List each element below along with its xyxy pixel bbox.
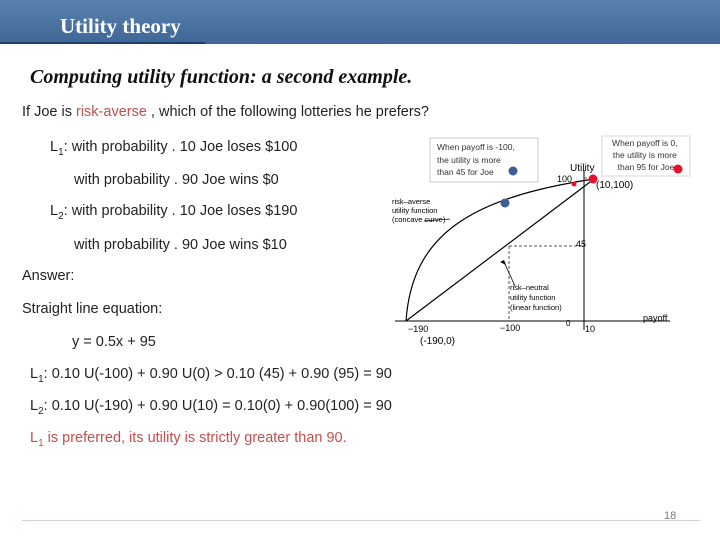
slide-title: Utility theory xyxy=(60,14,181,38)
conclusion: L1 is preferred, its utility is strictly… xyxy=(30,430,347,449)
payoff-axis-label: payoff xyxy=(643,313,668,323)
conclusion-sub: 1 xyxy=(38,437,44,449)
risk-averse-pointer xyxy=(423,218,451,222)
label-10-100: (10,100) xyxy=(596,180,633,191)
y-tick-100: 100 xyxy=(557,174,572,184)
risk-neutral-arrowhead xyxy=(500,260,506,265)
lottery-2-desc-1: : with probability . 10 Joe loses $190 xyxy=(63,203,298,219)
line-equation: y = 0.5x + 95 xyxy=(72,334,156,350)
lottery-2-label: L xyxy=(50,203,59,219)
note-left-marker xyxy=(508,166,518,176)
slide-subtitle: Computing utility function: a second exa… xyxy=(30,66,413,88)
answer-heading: Answer: xyxy=(22,268,75,284)
lottery-1-desc-1: : with probability . 10 Joe loses $100 xyxy=(63,139,298,155)
conclusion-label: L xyxy=(30,430,39,446)
utility-axis-label: Utility xyxy=(570,163,594,174)
title-bar: Utility theory xyxy=(0,0,720,44)
title-underline xyxy=(0,42,205,44)
risk-averse-curve xyxy=(405,178,595,322)
x-tick-10: 10 xyxy=(585,324,595,334)
bottom-rule xyxy=(22,520,700,521)
lottery-2-line-2: with probability . 90 Joe wins $10 xyxy=(74,237,287,253)
point-10-100 xyxy=(588,174,598,184)
lottery-2-sub: 2 xyxy=(58,210,64,222)
lottery-1-line-2: with probability . 90 Joe wins $0 xyxy=(74,172,279,188)
note-right-text: When payoff is 0, the utility is more th… xyxy=(612,138,680,172)
note-left-box xyxy=(429,137,539,183)
risk-neutral-label: risk–neutral utility function (linear fu… xyxy=(510,283,562,312)
label-minus-190-0: (-190,0) xyxy=(420,336,455,347)
note-left-text: When payoff is -100, the utility is more… xyxy=(437,142,517,177)
question-suffix: , which of the following lotteries he pr… xyxy=(146,104,429,120)
risk-averse-label: risk–averse utility function (concave cu… xyxy=(392,197,446,224)
lottery-1-sub: 1 xyxy=(58,146,64,158)
l1-calc-expr: : 0.10 U(-100) + 0.90 U(0) > 0.10 (45) +… xyxy=(43,366,392,382)
l2-calc-label: L xyxy=(30,398,39,414)
question-prefix: If Joe is xyxy=(22,104,76,120)
x-tick-minus-100: −100 xyxy=(500,323,520,333)
x-tick-minus-190: −190 xyxy=(408,324,428,334)
lottery-1-label: L xyxy=(50,139,59,155)
l2-calc-sub: 2 xyxy=(38,405,44,417)
risk-neutral-pointer xyxy=(503,261,516,287)
l2-calc-expr: : 0.10 U(-190) + 0.90 U(10) = 0.10(0) + … xyxy=(43,398,392,414)
point-0-curve xyxy=(571,181,577,187)
lottery-1-line-1: L1: with probability . 10 Joe loses $100 xyxy=(50,139,297,158)
risk-averse-term: risk-averse xyxy=(76,104,147,120)
l1-calc-label: L xyxy=(30,366,39,382)
conclusion-text: is preferred, its utility is strictly gr… xyxy=(43,430,347,446)
straight-line-label: Straight line equation: xyxy=(22,301,163,317)
note-right-marker xyxy=(673,164,683,174)
l1-calculation: L1: 0.10 U(-100) + 0.90 U(0) > 0.10 (45)… xyxy=(30,366,392,385)
question-text: If Joe is risk-averse , which of the fol… xyxy=(22,104,429,120)
x-tick-0: 0 xyxy=(566,319,571,328)
page-number: 18 xyxy=(664,510,677,522)
l2-calculation: L2: 0.10 U(-190) + 0.90 U(10) = 0.10(0) … xyxy=(30,398,392,417)
y-tick-45: 45 xyxy=(576,239,586,249)
lottery-2-line-1: L2: with probability . 10 Joe loses $190 xyxy=(50,203,297,222)
risk-neutral-line xyxy=(405,178,595,322)
l1-calc-sub: 1 xyxy=(38,373,44,385)
point-minus-100-curve xyxy=(500,198,510,208)
